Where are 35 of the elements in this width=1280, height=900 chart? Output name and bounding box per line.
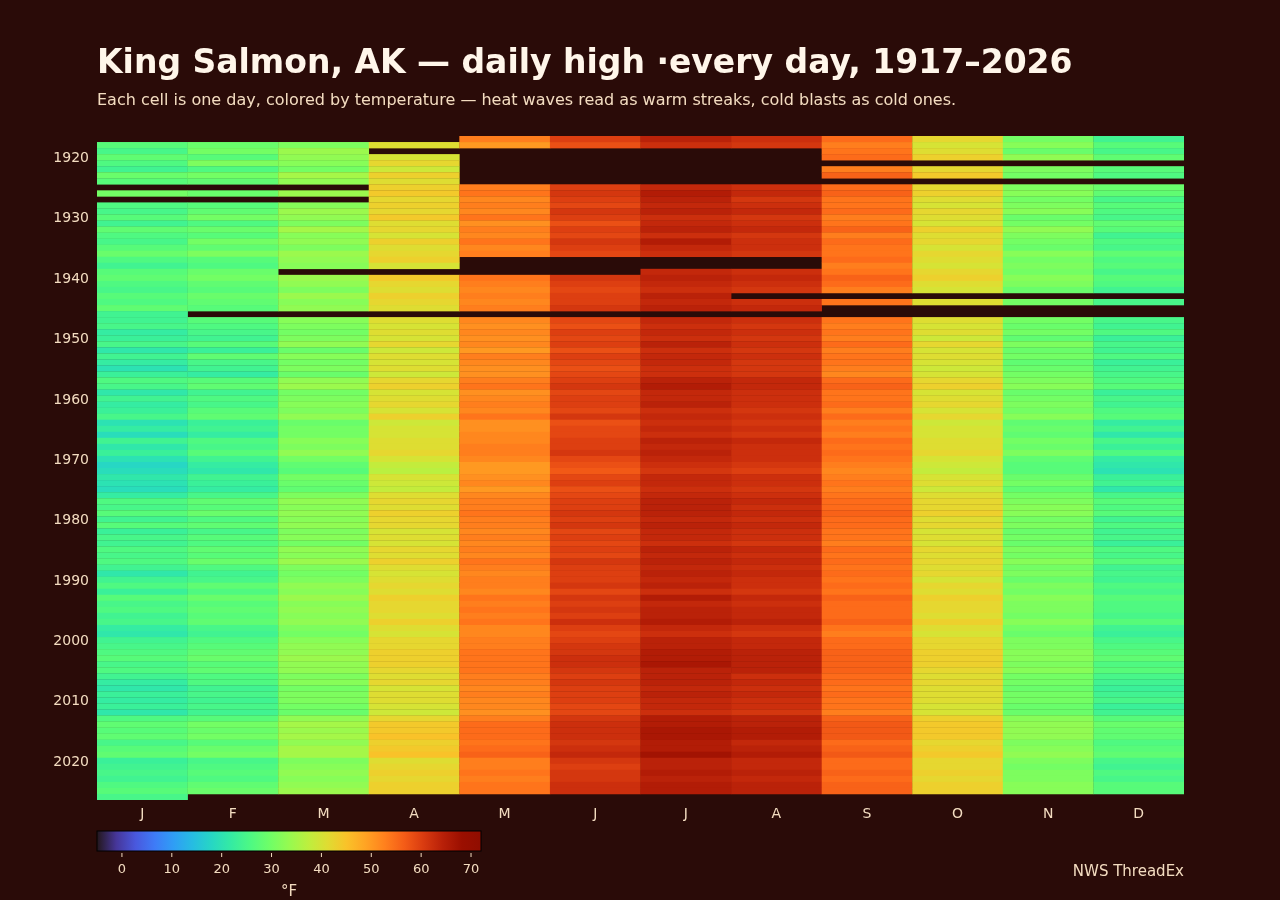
y-tick-label: 1970 xyxy=(53,450,89,467)
color-bar-label: 50 xyxy=(363,861,380,876)
y-tick-label: 1920 xyxy=(53,149,89,166)
x-tick-label: M xyxy=(317,804,330,821)
chart-title: King Salmon, AK — daily high ·every day, 1917–2026 xyxy=(97,42,1073,81)
color-bar-label: 0 xyxy=(117,861,127,876)
y-tick-label: 1960 xyxy=(53,390,89,407)
x-tick-label: J xyxy=(682,804,688,821)
x-tick-label: A xyxy=(771,804,782,821)
color-bar-label: 10 xyxy=(163,861,181,876)
color-bar-label: 40 xyxy=(313,861,330,876)
x-tick-label: J xyxy=(139,804,145,821)
x-tick-label: O xyxy=(952,804,964,821)
color-bar-title: °F xyxy=(280,882,298,900)
x-tick-label: S xyxy=(862,804,872,821)
text: NWS ThreadEx xyxy=(1072,862,1184,880)
color-bar-label: 70 xyxy=(462,861,480,876)
y-tick-label: 2000 xyxy=(53,632,89,649)
color-bar-label: 20 xyxy=(213,861,230,876)
y-tick-label: 1940 xyxy=(53,269,89,286)
x-tick-label: D xyxy=(1133,804,1145,821)
y-tick-label: 1990 xyxy=(53,571,89,588)
x-tick-label: J xyxy=(592,804,598,821)
color-bar-label: 30 xyxy=(263,861,280,876)
chart-subtitle: Each cell is one day, colored by temperature — heat waves read as warm streaks, cold blasts as cold ones. xyxy=(97,90,957,109)
x-tick-label: F xyxy=(228,804,237,821)
y-tick-label: 1950 xyxy=(53,330,89,347)
color-bar-label: 60 xyxy=(412,861,430,876)
x-tick-label: A xyxy=(409,804,420,821)
y-tick-label: 2010 xyxy=(53,692,89,709)
y-tick-label: 2020 xyxy=(53,752,89,769)
x-tick-label: M xyxy=(498,804,511,821)
x-tick-label: N xyxy=(1042,804,1054,821)
y-tick-label: 1930 xyxy=(53,209,89,226)
y-tick-label: 1980 xyxy=(53,511,89,528)
